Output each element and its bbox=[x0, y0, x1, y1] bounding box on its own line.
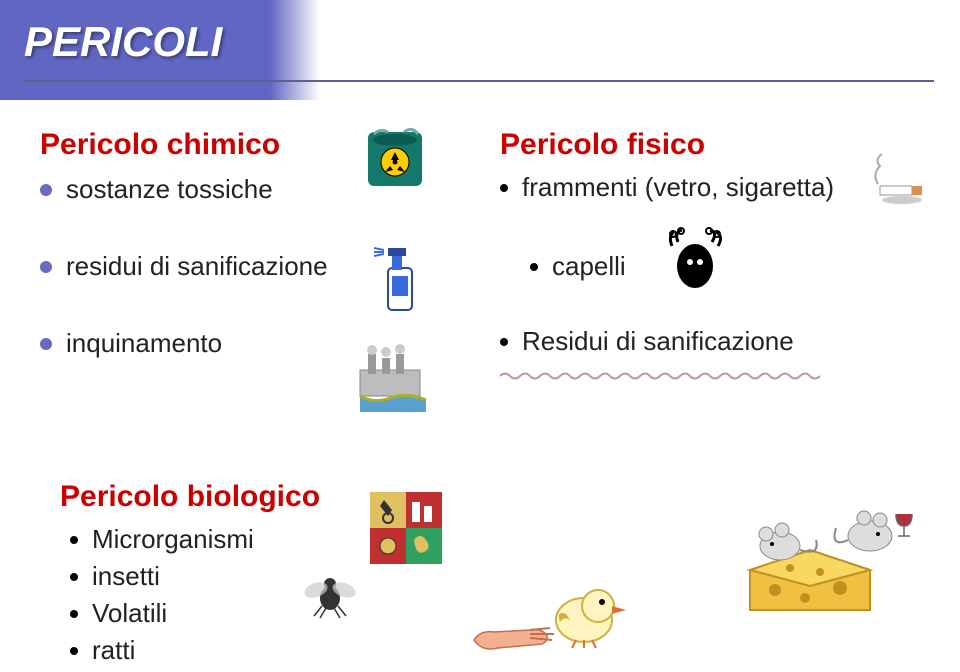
item-label: Microrganismi bbox=[92, 524, 254, 555]
title-underline bbox=[24, 80, 934, 82]
list-item: capelli bbox=[530, 251, 930, 282]
hair-head-icon bbox=[660, 226, 730, 296]
list-item: Volatili bbox=[70, 598, 320, 629]
item-label: ratti bbox=[92, 635, 135, 666]
fly-icon bbox=[300, 570, 360, 620]
toxic-barrel-icon bbox=[360, 124, 430, 194]
item-label: inquinamento bbox=[66, 328, 222, 359]
col-biologico: Pericolo biologico Microrganismi insetti… bbox=[60, 480, 320, 672]
bullet-icon bbox=[70, 573, 78, 581]
list-item: ratti bbox=[70, 635, 320, 666]
bullet-icon bbox=[40, 338, 52, 350]
bullet-icon bbox=[500, 184, 508, 192]
bullet-icon bbox=[70, 647, 78, 655]
item-label: residui di sanificazione bbox=[66, 251, 328, 282]
bullet-icon bbox=[40, 261, 52, 273]
list-item: frammenti (vetro, sigaretta) bbox=[500, 172, 930, 203]
item-label: insetti bbox=[92, 561, 160, 592]
item-label: Volatili bbox=[92, 598, 167, 629]
bullet-icon bbox=[530, 263, 538, 271]
item-label: frammenti (vetro, sigaretta) bbox=[522, 172, 834, 203]
bullet-icon bbox=[40, 184, 52, 196]
squiggle-divider-icon bbox=[500, 371, 820, 381]
bullet-icon bbox=[70, 610, 78, 618]
hand-icon bbox=[470, 610, 560, 660]
list-item: insetti bbox=[70, 561, 320, 592]
page-title: PERICOLI bbox=[24, 18, 222, 66]
item-label: capelli bbox=[552, 251, 626, 282]
item-label: Residui di sanificazione bbox=[522, 326, 794, 357]
microscope-icon bbox=[370, 492, 442, 564]
content-area: Pericolo chimico sostanze tossiche resid… bbox=[40, 110, 930, 652]
bullet-icon bbox=[500, 338, 508, 346]
header-band-fade bbox=[270, 0, 320, 100]
bullet-icon bbox=[70, 536, 78, 544]
list-item: Microrganismi bbox=[70, 524, 320, 555]
heading-fisico: Pericolo fisico bbox=[500, 128, 930, 162]
list-item: Residui di sanificazione bbox=[500, 326, 930, 357]
cigarette-icon bbox=[870, 152, 940, 207]
spray-bottle-icon bbox=[370, 238, 430, 318]
heading-biologico: Pericolo biologico bbox=[60, 480, 320, 514]
mice-cheese-icon bbox=[720, 500, 920, 650]
factory-pollution-icon bbox=[354, 344, 434, 414]
item-label: sostanze tossiche bbox=[66, 174, 273, 205]
